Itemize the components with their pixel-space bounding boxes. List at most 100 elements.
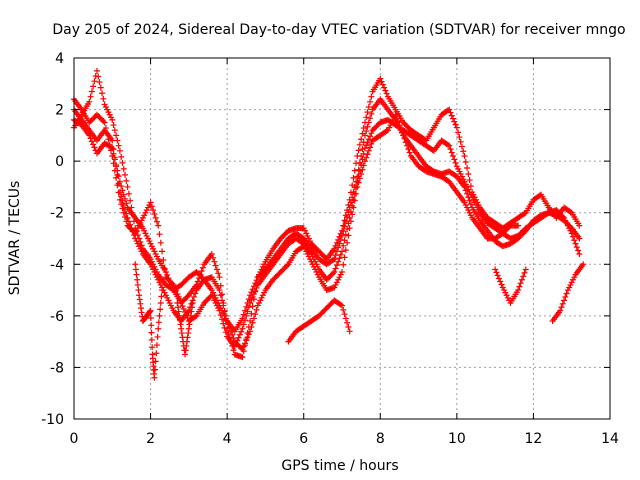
data-point <box>210 254 217 261</box>
x-tick-label: 4 <box>223 431 232 447</box>
data-point <box>247 328 254 335</box>
data-point <box>368 110 375 117</box>
data-point <box>118 193 125 200</box>
data-point <box>361 132 368 139</box>
data-point <box>147 307 154 314</box>
data-point <box>383 128 390 135</box>
data-point <box>165 275 172 282</box>
y-tick-label: -8 <box>50 360 64 376</box>
data-point <box>180 305 187 312</box>
data-point <box>178 325 185 332</box>
data-point <box>157 306 164 313</box>
data-point <box>400 132 407 139</box>
data-point <box>236 331 243 338</box>
data-point <box>452 121 459 128</box>
data-point <box>451 118 458 125</box>
data-point <box>118 153 125 160</box>
data-point <box>346 328 353 335</box>
data-point <box>226 324 233 331</box>
data-point <box>339 269 345 276</box>
data-point <box>460 148 467 155</box>
data-point <box>451 156 458 163</box>
x-tick-label: 12 <box>525 431 543 447</box>
data-point <box>344 214 351 221</box>
data-point <box>221 324 228 331</box>
data-point <box>186 321 193 328</box>
data-point <box>243 337 250 344</box>
data-point <box>229 331 236 338</box>
data-point <box>88 138 95 145</box>
data-point <box>345 232 352 239</box>
data-point <box>100 95 107 102</box>
data-point <box>184 334 191 341</box>
data-point <box>576 222 583 229</box>
data-point <box>498 281 505 288</box>
data-point <box>179 334 186 341</box>
data-point <box>393 115 400 122</box>
data-point <box>194 278 201 285</box>
data-point <box>493 269 500 276</box>
data-point <box>521 269 528 276</box>
data-point <box>368 140 375 147</box>
data-point <box>127 197 134 204</box>
x-tick-label: 14 <box>601 431 619 447</box>
data-point <box>350 174 357 181</box>
data-point <box>492 266 499 273</box>
grid-lines <box>74 58 610 419</box>
data-point <box>132 266 139 273</box>
data-point <box>340 242 347 249</box>
data-point <box>465 171 472 178</box>
data-point <box>558 304 565 311</box>
data-point <box>332 265 339 272</box>
data-point <box>345 209 352 216</box>
series-branch-e <box>549 261 587 325</box>
data-point <box>198 268 205 275</box>
data-point <box>363 114 370 121</box>
data-point <box>222 312 229 319</box>
data-point <box>261 267 268 274</box>
data-point <box>571 237 578 244</box>
data-point <box>239 346 246 353</box>
data-point <box>124 214 131 221</box>
data-point <box>344 319 351 326</box>
data-point <box>150 207 157 214</box>
data-point <box>395 118 402 125</box>
data-point <box>187 317 194 324</box>
data-point <box>109 137 116 144</box>
data-point <box>240 321 247 328</box>
data-point <box>113 163 120 170</box>
data-point <box>220 320 227 327</box>
data-point <box>188 308 195 315</box>
data-point <box>166 278 173 285</box>
data-point <box>397 125 404 132</box>
data-point <box>575 247 582 254</box>
y-tick-label: 4 <box>55 51 64 67</box>
data-point <box>253 306 260 313</box>
data-point <box>152 214 159 221</box>
data-point <box>120 201 127 208</box>
data-point <box>213 266 220 273</box>
data-point <box>330 270 337 277</box>
data-point <box>152 366 159 373</box>
data-point <box>119 197 126 204</box>
data-point <box>342 315 349 322</box>
data-point <box>211 258 218 265</box>
data-point <box>90 141 97 148</box>
data-point <box>136 292 143 299</box>
data-point <box>580 261 587 268</box>
data-point <box>158 293 165 300</box>
data-point <box>224 318 231 325</box>
data-point <box>356 141 363 148</box>
data-point <box>238 328 245 335</box>
data-point <box>341 223 348 230</box>
y-tick-label: 2 <box>55 103 64 119</box>
data-point <box>243 303 250 310</box>
data-point <box>515 222 522 229</box>
data-point <box>244 334 251 341</box>
data-point <box>179 302 186 309</box>
data-point <box>347 199 354 206</box>
data-point <box>518 276 525 283</box>
data-point <box>134 281 141 288</box>
data-point <box>249 303 256 310</box>
data-point <box>336 240 343 247</box>
